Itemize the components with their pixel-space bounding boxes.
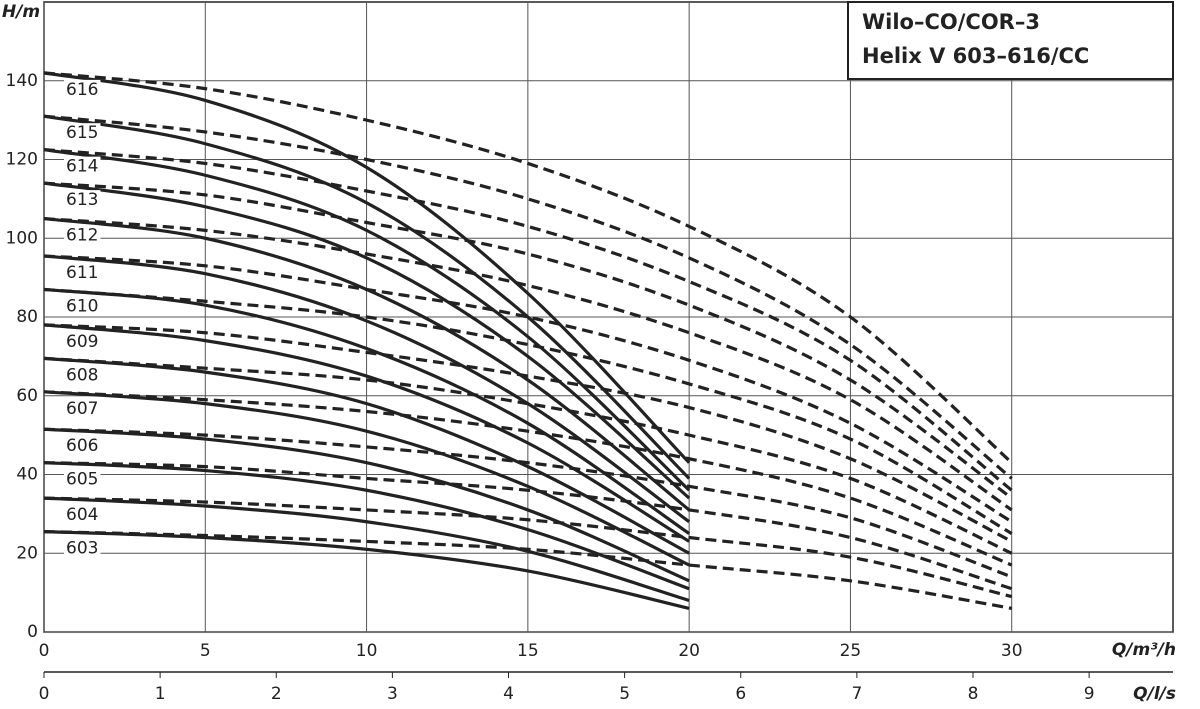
series-label: 611 [66, 263, 98, 283]
chart-title: Wilo–CO/COR–3 [862, 10, 1040, 34]
series-label: 610 [66, 296, 98, 316]
y-tick-label: 40 [16, 465, 38, 485]
curve-dashed [43, 254, 1013, 524]
curve [43, 71, 691, 464]
curve [43, 287, 691, 535]
x-tick-label: 10 [356, 641, 378, 661]
x-tick-label: 15 [517, 641, 539, 661]
series-label: 606 [66, 436, 98, 456]
x2-tick-label: 9 [1084, 684, 1095, 704]
series-label: 609 [66, 332, 98, 352]
curve-dashed [43, 114, 1013, 480]
series-label: 613 [66, 190, 98, 210]
series-label: 607 [66, 399, 98, 419]
series-label-bg [64, 469, 101, 490]
x2-tick-label: 4 [503, 684, 514, 704]
series-label: 608 [66, 365, 98, 385]
x2-tick-label: 8 [968, 684, 979, 704]
x2-tick-label: 0 [39, 684, 50, 704]
series-label: 604 [66, 505, 98, 525]
x-tick-label: 30 [1001, 641, 1023, 661]
curve [43, 427, 690, 583]
curve [43, 254, 691, 524]
series-label-bg [64, 262, 101, 283]
series-label: 603 [66, 539, 98, 559]
curve-dashed [43, 390, 1013, 567]
curve-dashed [43, 529, 1012, 610]
curve [43, 216, 691, 512]
x2-tick-label: 6 [735, 684, 746, 704]
series-label-bg [64, 156, 101, 177]
curve-dashed [43, 461, 1013, 591]
curve [43, 181, 691, 500]
curve [43, 148, 691, 492]
x-axis-label: Q/m³/h [1112, 640, 1176, 660]
curve-dashed [43, 71, 1013, 464]
x-tick-label: 0 [39, 641, 50, 661]
series-label: 614 [66, 157, 98, 177]
series-label-bg [64, 398, 101, 419]
x-tick-label: 5 [200, 641, 211, 661]
curve-dashed [43, 181, 1013, 500]
curve [43, 390, 690, 567]
curve [43, 461, 690, 591]
series-label-bg [64, 331, 101, 352]
x2-tick-label: 1 [155, 684, 166, 704]
curve [43, 496, 690, 603]
series-label-bg [64, 123, 101, 144]
y-axis-label: H/m [2, 2, 40, 22]
series-label-bg [64, 436, 101, 457]
series-label-bg [64, 538, 101, 559]
series-label-bg [64, 225, 101, 246]
y-tick-label: 0 [27, 622, 38, 642]
series-label: 616 [66, 80, 98, 100]
y-tick-label: 120 [6, 150, 38, 170]
x2-tick-label: 5 [619, 684, 630, 704]
curve [43, 356, 690, 555]
y-tick-label: 140 [6, 71, 38, 91]
curve-dashed [43, 496, 1013, 599]
curve-dashed [43, 323, 1013, 543]
series-label-bg [64, 505, 101, 526]
x-tick-label: 20 [678, 641, 700, 661]
x2-tick-label: 2 [271, 684, 282, 704]
series-label-bg [64, 190, 101, 211]
chart-title: Helix V 603–616/CC [862, 44, 1089, 68]
y-tick-label: 20 [16, 543, 38, 563]
curve-dashed [43, 148, 1013, 492]
curve-dashed [43, 427, 1013, 579]
series-label: 612 [66, 226, 98, 246]
curve [43, 529, 690, 610]
x-tick-label: 25 [840, 641, 862, 661]
y-tick-label: 80 [16, 307, 38, 327]
curve-dashed [43, 287, 1013, 535]
title-box [847, 1, 1174, 80]
curve-dashed [43, 216, 1013, 512]
series-label-bg [64, 79, 101, 100]
x2-tick-label: 3 [387, 684, 398, 704]
y-tick-label: 60 [16, 386, 38, 406]
curve [43, 323, 690, 543]
series-label: 615 [66, 123, 98, 143]
series-label-bg [64, 296, 101, 317]
series-label-bg [64, 365, 101, 386]
series-label: 605 [66, 470, 98, 490]
y-tick-label: 100 [6, 228, 38, 248]
curve [43, 114, 691, 480]
x2-axis-label: Q/l/s [1133, 684, 1176, 704]
x2-tick-label: 7 [851, 684, 862, 704]
